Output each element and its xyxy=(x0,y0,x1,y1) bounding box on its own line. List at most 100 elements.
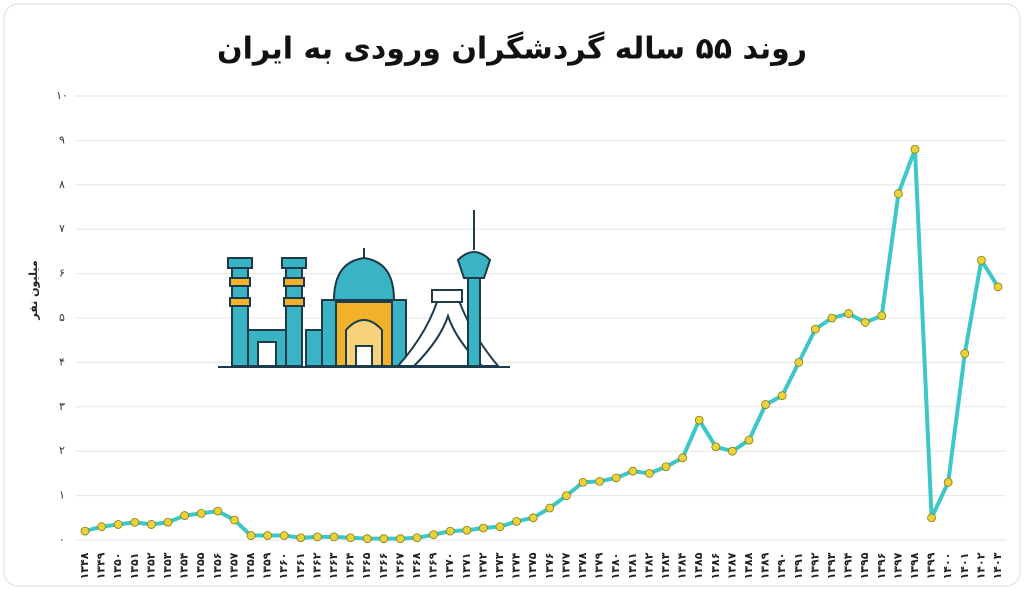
x-tick-label: ۱۳۶۳ xyxy=(327,552,340,579)
x-tick-label: ۱۳۷۹ xyxy=(593,552,606,579)
point xyxy=(279,531,289,540)
x-tick-label: ۱۴۰۰ xyxy=(941,553,954,580)
x-tick-label: ۱۳۷۵ xyxy=(526,552,539,579)
point xyxy=(711,442,721,452)
y-tick-label: ۲ xyxy=(59,444,65,457)
point xyxy=(296,533,306,543)
point xyxy=(528,513,538,523)
x-tick-label: ۱۴۰۳ xyxy=(991,552,1004,579)
point xyxy=(977,255,986,265)
point xyxy=(229,515,239,525)
point xyxy=(80,526,90,536)
point xyxy=(246,531,256,540)
x-tick-label: ۱۳۵۰ xyxy=(111,553,124,580)
point xyxy=(213,506,223,516)
x-tick-label: ۱۳۸۳ xyxy=(659,552,672,579)
point xyxy=(495,522,505,532)
point xyxy=(395,534,405,544)
x-tick-label: ۱۳۸۸ xyxy=(742,552,755,579)
y-tick-label: ۰ xyxy=(59,533,65,546)
point xyxy=(146,520,156,529)
y-tick-label: ۳ xyxy=(59,400,65,413)
x-tick-label: ۱۳۵۸ xyxy=(244,552,257,579)
x-tick-label: ۱۳۵۱ xyxy=(128,553,141,580)
point xyxy=(180,511,190,520)
x-tick-label: ۱۳۸۰ xyxy=(609,553,622,580)
point xyxy=(694,415,704,425)
x-tick-label: ۱۳۷۳ xyxy=(493,552,506,579)
point xyxy=(163,517,173,527)
y-tick-label: ۵ xyxy=(59,311,65,324)
y-tick-label: ۱ xyxy=(59,489,65,502)
illustration xyxy=(218,210,510,368)
point xyxy=(562,491,571,501)
x-tick-label: ۱۳۶۶ xyxy=(377,553,390,580)
x-tick-label: ۱۳۸۹ xyxy=(759,552,772,579)
point xyxy=(545,503,555,513)
x-tick-label: ۱۳۶۹ xyxy=(427,552,440,579)
y-axis-title: میلیون نفر xyxy=(27,260,40,320)
point xyxy=(595,476,604,486)
point xyxy=(910,144,920,154)
point xyxy=(130,517,140,527)
y-tick-label: ۷ xyxy=(59,222,65,235)
x-tick-label: ۱۳۵۴ xyxy=(178,552,191,579)
x-tick-label: ۱۳۹۰ xyxy=(775,553,788,580)
x-tick-label: ۱۳۸۴ xyxy=(676,552,689,579)
x-tick-label: ۱۳۸۵ xyxy=(692,552,705,579)
point xyxy=(960,349,970,358)
point xyxy=(512,516,521,526)
x-tick-label: ۱۳۶۷ xyxy=(393,552,406,579)
y-tick-label: ۶ xyxy=(59,267,65,280)
x-tick-label: ۱۳۹۲ xyxy=(808,552,821,579)
x-tick-label: ۱۳۴۸ xyxy=(78,552,91,579)
point xyxy=(943,477,953,487)
x-tick-label: ۱۳۶۸ xyxy=(410,552,423,579)
x-tick-label: ۱۳۵۶ xyxy=(211,553,224,580)
x-tick-label: ۱۳۹۶ xyxy=(875,553,888,580)
chart-title: روند ۵۵ ساله گردشگران ورودی به ایران xyxy=(217,31,807,67)
point xyxy=(329,532,339,542)
point xyxy=(362,534,372,544)
point xyxy=(645,468,654,478)
x-tick-label: ۱۳۹۴ xyxy=(842,552,855,579)
y-tick-label: ۹ xyxy=(59,133,65,146)
point xyxy=(346,533,356,543)
x-tick-label: ۱۳۸۶ xyxy=(709,553,722,580)
x-tick-label: ۱۳۵۵ xyxy=(194,552,207,579)
x-tick-label: ۱۳۸۱ xyxy=(626,553,639,580)
point xyxy=(97,522,106,532)
x-tick-label: ۱۳۹۸ xyxy=(908,552,921,579)
x-tick-label: ۱۳۷۱ xyxy=(460,553,473,580)
card xyxy=(3,3,1021,587)
point xyxy=(661,462,671,472)
point xyxy=(578,477,588,487)
point xyxy=(312,532,322,542)
point xyxy=(379,534,389,544)
point xyxy=(761,400,770,409)
x-tick-label: ۱۳۶۴ xyxy=(344,552,357,579)
x-tick-label: ۱۳۷۶ xyxy=(543,553,556,580)
x-tick-label: ۱۳۶۱ xyxy=(294,553,307,580)
x-tick-label: ۱۳۵۹ xyxy=(261,552,274,579)
x-tick-label: ۱۳۷۸ xyxy=(576,552,589,579)
point xyxy=(196,508,206,518)
x-tick-label: ۱۳۷۲ xyxy=(476,552,489,579)
point xyxy=(445,526,455,536)
x-tick-label: ۱۳۴۹ xyxy=(95,552,108,579)
point xyxy=(744,435,754,445)
point xyxy=(794,357,804,367)
point xyxy=(628,466,638,476)
point xyxy=(462,525,472,535)
point xyxy=(113,520,123,529)
point xyxy=(993,282,1003,292)
point xyxy=(412,533,422,543)
y-tick-label: ۸ xyxy=(59,178,65,191)
point xyxy=(429,530,439,540)
x-tick-label: ۱۴۰۱ xyxy=(958,553,971,580)
x-tick-label: ۱۳۷۰ xyxy=(443,553,456,580)
point xyxy=(611,473,621,483)
point xyxy=(877,311,887,321)
